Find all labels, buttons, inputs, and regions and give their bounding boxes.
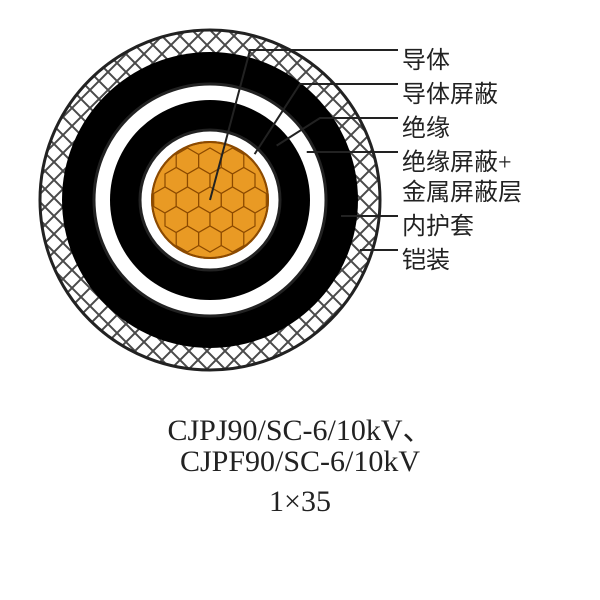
caption-line-1: CJPF90/SC-6/10kV [0,445,600,479]
label-l0: 导体 [402,40,450,75]
caption-line-2: 1×35 [0,485,600,519]
conductor-strand [199,226,222,252]
label-l4: 内护套 [402,206,474,241]
conductor-strand [176,226,199,252]
conductor-strand [221,226,244,252]
label-l2: 绝缘 [402,108,450,143]
label-l3b: 金属屏蔽层 [402,172,522,207]
label-l1: 导体屏蔽 [402,74,498,109]
caption-line-0: CJPJ90/SC-6/10kV、 [0,405,600,449]
diagram-stage: 导体导体屏蔽绝缘绝缘屏蔽+金属屏蔽层内护套铠装CJPJ90/SC-6/10kV、… [0,0,600,600]
label-l5: 铠装 [402,240,450,275]
